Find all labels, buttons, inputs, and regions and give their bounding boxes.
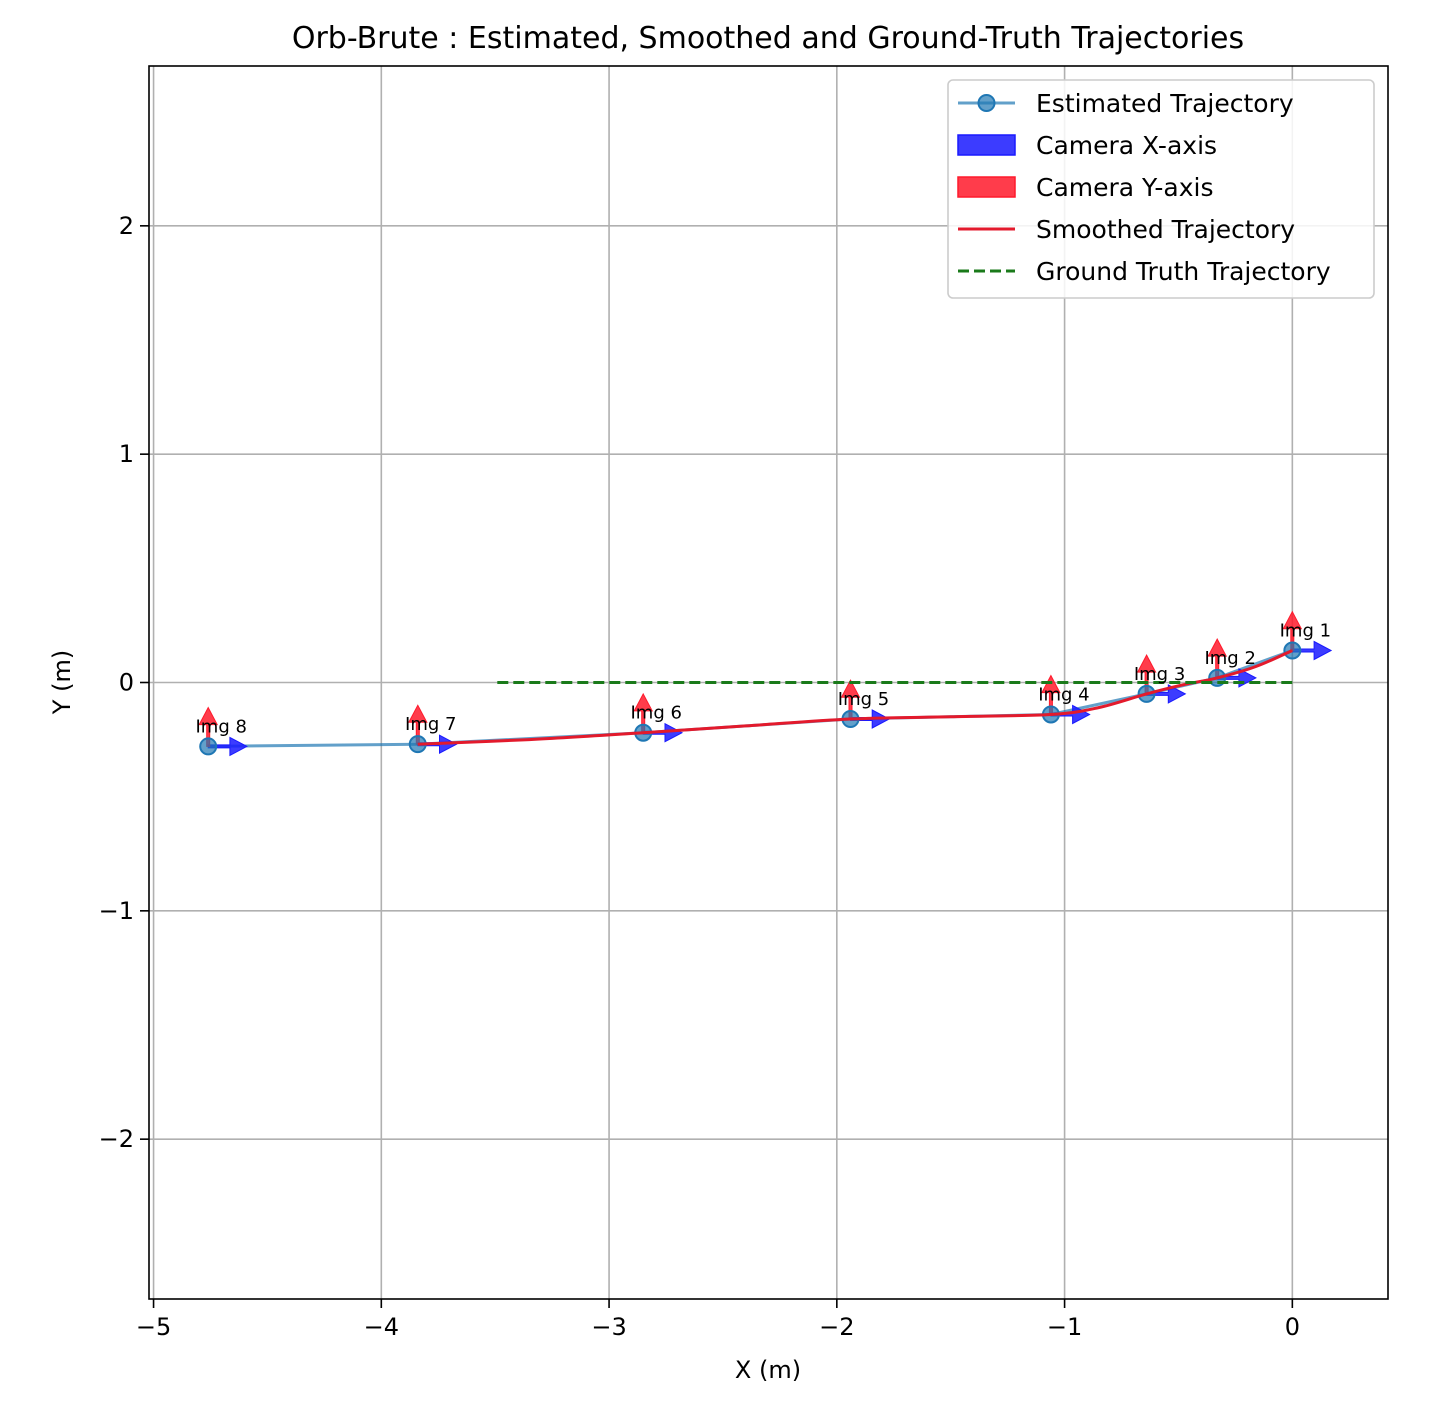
y-axis-label: Y (m): [48, 650, 76, 715]
x-tick-label: −3: [591, 1313, 626, 1341]
image-annotation: Img 6: [631, 703, 682, 724]
image-annotation: Img 2: [1204, 648, 1255, 669]
x-tick-label: −5: [136, 1313, 171, 1341]
legend-entry-label: Estimated Trajectory: [1036, 89, 1294, 118]
x-axis-label: X (m): [735, 1356, 801, 1384]
image-annotation: Img 8: [195, 716, 246, 737]
estimated-trajectory-point: [1283, 641, 1302, 660]
x-tick-label: −1: [1047, 1313, 1082, 1341]
y-tick-label: 2: [119, 212, 134, 240]
legend: Estimated Trajectory Camera X-axis Camera …: [947, 79, 1375, 299]
image-annotation: Img 5: [838, 689, 889, 710]
legend-swatch-patch: [957, 134, 1016, 156]
legend-entry-label: Camera X-axis: [1036, 131, 1217, 160]
axis-ticks: −5 −4 −3 −2 −1 0 −2 −1 0 1 2: [99, 212, 1300, 1341]
legend-box: [947, 79, 1375, 299]
legend-entry-label: Camera Y-axis: [1036, 173, 1213, 202]
x-tick-label: 0: [1285, 1313, 1300, 1341]
image-annotation: Img 7: [405, 714, 456, 735]
smoothed-trajectory-line: [417, 649, 1293, 746]
y-tick-label: 1: [119, 440, 134, 468]
y-tick-label: 0: [119, 669, 134, 697]
image-annotation: Img 4: [1038, 684, 1089, 705]
plot-area: Img 1 Img 2 Img 3 Img 4 Img 5 Img 6 Img 7 Img 8: [195, 610, 1333, 757]
x-tick-label: −4: [364, 1313, 399, 1341]
legend-swatch-marker: [977, 94, 996, 112]
legend-entry-label: Smoothed Trajectory: [1036, 215, 1295, 244]
x-tick-label: −2: [819, 1313, 854, 1341]
legend-swatch-patch: [957, 176, 1016, 198]
image-annotation: Img 3: [1134, 664, 1185, 685]
chart-title: Orb-Brute : Estimated, Smoothed and Grou…: [292, 21, 1244, 56]
y-tick-label: −2: [99, 1125, 134, 1153]
legend-entry-label: Ground Truth Trajectory: [1036, 257, 1331, 286]
estimated-trajectory-point: [199, 737, 218, 756]
image-annotation: Img 1: [1280, 621, 1331, 642]
y-tick-label: −1: [99, 897, 134, 925]
